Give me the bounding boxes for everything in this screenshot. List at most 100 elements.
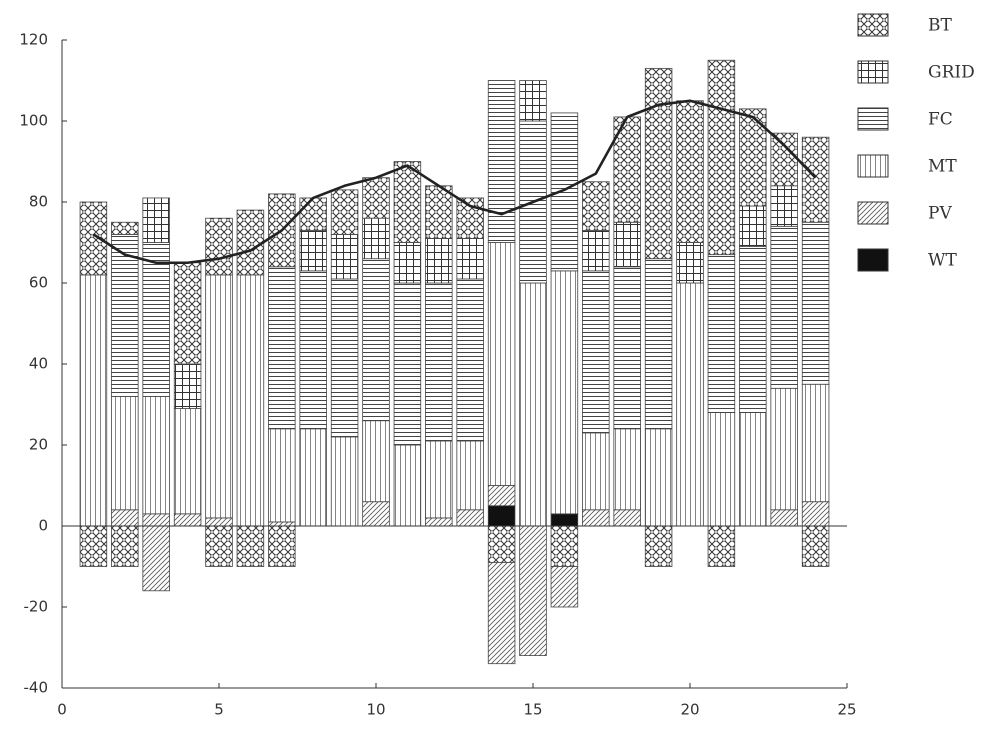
bar-segment: [173, 408, 202, 515]
bar-segment: [550, 112, 579, 272]
bar-segment: [801, 221, 830, 385]
bar-segment: [644, 67, 673, 260]
legend: BT GRID FC MT PV WT: [857, 13, 975, 272]
bar-segment: [236, 209, 265, 276]
bar-segment: [676, 242, 704, 284]
bar-segment: [205, 274, 233, 519]
bar-segment: [770, 387, 798, 511]
bar-segment: [268, 428, 296, 523]
bar-segment: [79, 201, 108, 276]
legend-label: WT: [928, 251, 957, 271]
bar-segment: [644, 258, 673, 430]
bar-segment: [707, 59, 736, 256]
bar-segment: [707, 254, 736, 413]
bar-segment: [173, 513, 202, 527]
x-tick-label: 20: [680, 701, 699, 719]
bar-segment: [173, 262, 202, 365]
bar-segment-negative: [550, 525, 579, 567]
bar-segment-negative: [79, 525, 108, 567]
bar-segment: [770, 132, 798, 187]
y-tick-label: 100: [19, 112, 48, 130]
x-tick-label: 10: [366, 701, 385, 719]
bar-segment: [79, 274, 108, 527]
bar-segment: [330, 189, 359, 235]
legend-label: GRID: [928, 63, 975, 83]
bar-segment: [519, 282, 547, 527]
bar-segment: [425, 238, 453, 284]
legend-label: BT: [928, 16, 952, 36]
bar-segment: [425, 517, 453, 527]
bar-segment: [456, 440, 484, 511]
bar-segment: [739, 108, 767, 207]
bar-segment: [487, 505, 516, 527]
bar-segment: [801, 136, 830, 223]
bar-segment: [801, 383, 830, 503]
bar-segment: [362, 420, 390, 503]
y-tick-label: 60: [29, 274, 48, 292]
legend-swatch: [857, 201, 889, 225]
bar-segment: [456, 238, 484, 280]
bar-segment: [456, 509, 484, 527]
bar-segment: [487, 485, 516, 507]
bar-segment: [362, 258, 390, 422]
x-tick-label: 25: [837, 701, 856, 719]
bar-segment: [613, 266, 641, 430]
bar-segment-negative: [268, 525, 296, 567]
bar-segment: [330, 278, 359, 438]
bar-segment: [425, 185, 453, 239]
bar-segment: [676, 282, 704, 527]
bar-segment: [299, 270, 327, 430]
bar-segment-negative: [111, 525, 139, 567]
bar-segment: [236, 274, 265, 527]
bar-segment: [173, 363, 202, 409]
bar-segment: [268, 266, 296, 430]
bar-segment: [425, 282, 453, 442]
bar-segment: [739, 412, 767, 527]
bar-segment: [582, 270, 610, 434]
bar-segment: [519, 80, 547, 122]
x-tick-label: 0: [57, 701, 67, 719]
bar-segment: [393, 282, 422, 446]
bar-segment: [142, 197, 170, 243]
bar-segment: [770, 509, 798, 527]
legend-label: MT: [928, 157, 957, 177]
bar-segment: [111, 233, 139, 397]
bar-segment: [582, 229, 610, 272]
legend-swatch: [857, 60, 889, 84]
bar-segment: [739, 205, 767, 247]
bar-segment-negative: [142, 525, 170, 592]
bar-segment: [111, 509, 139, 527]
bar-segment: [299, 428, 327, 527]
bar-segment-negative: [487, 525, 516, 563]
bar-segment: [142, 242, 170, 397]
bar-segment: [456, 197, 484, 239]
bar-segment: [142, 395, 170, 515]
bar-segment-negative: [519, 525, 547, 657]
bar-segment: [582, 432, 610, 511]
y-tick-label: 120: [19, 31, 48, 49]
bar-segment: [582, 181, 610, 231]
bar-segment: [644, 428, 673, 527]
bar-segment: [205, 517, 233, 527]
legend-swatch: [857, 13, 889, 37]
bar-segment: [487, 242, 516, 486]
y-tick-label: 40: [29, 355, 48, 373]
bar-segment-negative: [644, 525, 673, 567]
bar-segment: [299, 197, 327, 231]
bar-segment-negative: [487, 562, 516, 665]
bar-segment: [739, 246, 767, 414]
bar-segment: [550, 513, 579, 527]
bar-segment: [582, 509, 610, 527]
bar-segment: [362, 177, 390, 219]
legend-label: PV: [928, 204, 952, 224]
bar-segment-negative: [236, 525, 265, 567]
bar-segment: [111, 395, 139, 511]
bar-segment: [362, 217, 390, 260]
legend-swatch: [857, 154, 889, 178]
bar-segment: [456, 278, 484, 442]
bar-segment: [393, 444, 422, 527]
y-tick-label: 0: [38, 517, 48, 535]
bar-segment: [142, 513, 170, 527]
bar-segment: [613, 509, 641, 527]
